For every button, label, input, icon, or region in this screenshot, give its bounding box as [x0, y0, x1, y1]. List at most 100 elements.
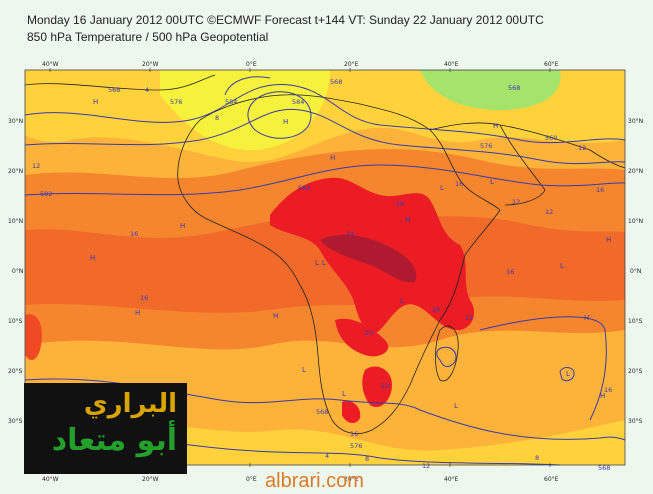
high-mark-6: H	[90, 254, 95, 262]
temp-label-11: 24	[346, 230, 354, 238]
contour-label-1: 568	[108, 86, 120, 94]
high-mark-10: H	[584, 314, 589, 322]
lat-label-left-20n: 20°N	[8, 168, 23, 175]
contour-label-10: 560	[545, 134, 557, 142]
yellow-northwest	[25, 70, 130, 107]
lon-label-top-40e: 40°E	[444, 61, 459, 68]
lat-label-right-30s: 30°S	[628, 418, 643, 425]
low-mark-5: L	[560, 262, 564, 270]
low-mark-7: L	[342, 390, 346, 398]
temp-label-17: 16	[596, 186, 604, 194]
high-mark-2: H	[283, 118, 288, 126]
temp-label-9: 16	[506, 268, 514, 276]
contour-label-4: 582	[40, 190, 52, 198]
low-mark-6: L	[566, 370, 570, 378]
contour-label-13: 568	[598, 464, 610, 472]
lat-label-left-0n: 0°N	[12, 268, 23, 275]
temp-label-7: 16	[455, 180, 463, 188]
yellow-core-north	[160, 70, 330, 150]
temp-label-1: 4	[145, 86, 149, 94]
lat-label-right-30n: 30°N	[628, 118, 643, 125]
lat-label-left-30n: 30°N	[8, 118, 23, 125]
temp-label-10: 12	[545, 208, 553, 216]
lon-label-top-0e: 0°E	[246, 61, 257, 68]
lat-label-right-20s: 20°S	[628, 368, 643, 375]
high-mark-1: H	[93, 98, 98, 106]
lon-label-bottom-40w: 40°W	[42, 476, 59, 483]
temp-label-18: 8	[365, 455, 369, 463]
temp-label-2: 8	[215, 114, 219, 122]
lat-label-right-10n: 10°N	[628, 218, 643, 225]
lat-label-left-30s: 30°S	[8, 418, 23, 425]
watermark-top-text: البراري	[83, 389, 177, 419]
lon-label-top-60e: 60°E	[544, 61, 559, 68]
site-link[interactable]: albrari.com	[265, 470, 364, 492]
lon-label-bottom-40e: 40°E	[444, 476, 459, 483]
low-mark-8: L	[454, 402, 458, 410]
contour-label-11: 576	[350, 442, 362, 450]
hot-core-south-3	[342, 400, 361, 424]
lon-label-top-20e: 20°E	[344, 61, 359, 68]
lat-label-left-10n: 10°N	[8, 218, 23, 225]
contour-label-3: 584	[225, 98, 237, 106]
temp-label-20: 16	[604, 386, 612, 394]
temp-label-6: 16	[396, 200, 404, 208]
watermark-logo: البراري أبو متعاد	[24, 383, 187, 474]
contour-label-2: 576	[170, 98, 182, 106]
contour-label-8: 584	[298, 184, 310, 192]
high-mark-3: H	[330, 154, 335, 162]
lat-label-right-10s: 10°S	[628, 318, 643, 325]
temp-label-3: 12	[32, 162, 40, 170]
high-mark-4: H	[493, 122, 498, 130]
map-frame	[24, 69, 626, 466]
temp-label-23: 8	[535, 454, 539, 462]
lat-label-left-10s: 10°S	[8, 318, 23, 325]
red-west-patch	[25, 314, 42, 360]
lon-label-top-20w: 20°W	[142, 61, 159, 68]
low-mark-2: L	[322, 259, 326, 267]
temp-label-8: 12	[512, 198, 520, 206]
lat-label-left-20s: 20°S	[8, 368, 23, 375]
contour-label-7: 576	[480, 142, 492, 150]
contour-label-5: 568	[330, 78, 342, 86]
temp-label-21: 12	[422, 462, 430, 470]
high-mark-11: H	[600, 392, 605, 400]
high-mark-5: H	[180, 222, 185, 230]
temp-label-15: 16	[350, 430, 358, 438]
high-mark-9: H	[606, 236, 611, 244]
temp-label-19: 4	[325, 452, 329, 460]
high-mark-7: H	[135, 309, 140, 317]
lon-label-bottom-20w: 20°W	[142, 476, 159, 483]
low-mark-3: L	[440, 184, 444, 192]
lon-label-top-40w: 40°W	[42, 61, 59, 68]
hottest-core	[320, 234, 417, 283]
low-mark-10: L	[302, 366, 306, 374]
lat-label-right-0n: 0°N	[630, 268, 641, 275]
temp-label-14: 20	[381, 382, 389, 390]
low-mark-1: L	[315, 259, 319, 267]
hot-core-south-1	[335, 318, 389, 357]
temp-label-4: 16	[130, 230, 138, 238]
high-mark-12: H	[405, 216, 410, 224]
temp-label-16: 12	[465, 314, 473, 322]
contour-label-12: 568	[316, 408, 328, 416]
watermark-bottom-text: أبو متعاد	[51, 423, 177, 458]
lon-label-bottom-60e: 60°E	[544, 476, 559, 483]
red-orange-belt	[25, 214, 625, 313]
hot-core-south-2	[362, 366, 392, 408]
title-line-2: 850 hPa Temperature / 500 hPa Geopotenti…	[27, 30, 269, 44]
cool-green-zone	[420, 70, 561, 110]
low-mark-4: L	[490, 178, 494, 186]
lat-label-right-20n: 20°N	[628, 168, 643, 175]
contour-label-9: 568	[508, 84, 520, 92]
contour-label-6: 584	[292, 98, 304, 106]
lon-label-bottom-0e: 0°E	[246, 476, 257, 483]
high-mark-8: H	[273, 312, 278, 320]
lon-label-bottom-20e: 20°E	[344, 476, 359, 483]
temp-label-22: 12	[578, 144, 586, 152]
temp-label-5: 16	[140, 294, 148, 302]
temp-label-13: 20	[432, 306, 440, 314]
coastlines	[24, 74, 626, 434]
low-mark-9: L	[400, 297, 404, 305]
title-line-1: Monday 16 January 2012 00UTC ©ECMWF Fore…	[27, 13, 544, 27]
